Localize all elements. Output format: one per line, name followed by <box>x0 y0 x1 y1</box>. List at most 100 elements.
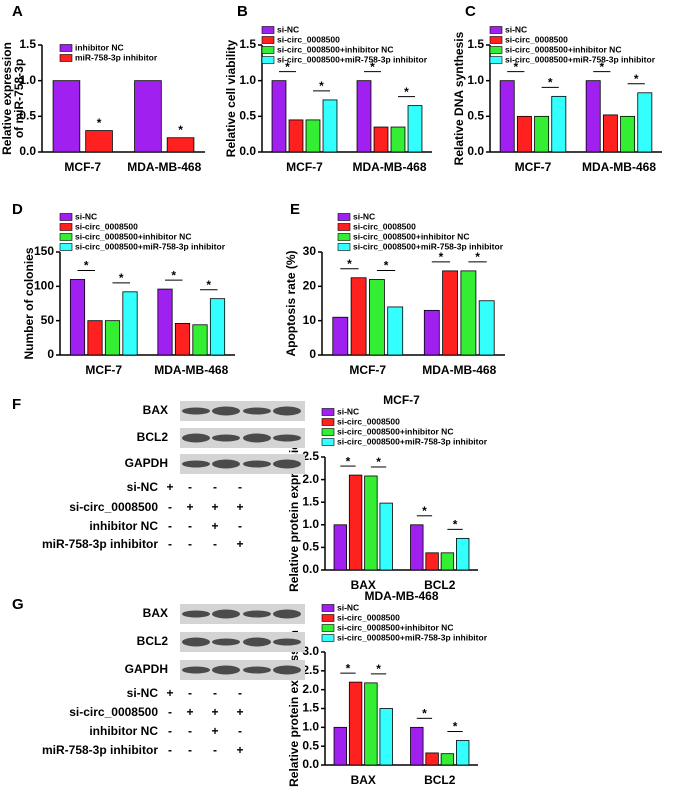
legend-label: miR-758-3p inhibitor <box>75 52 158 62</box>
y-tick-label: 2.0 <box>302 682 319 696</box>
x-tick-label: MCF-7 <box>85 363 122 377</box>
legend-label: si-NC <box>337 406 359 416</box>
significance-mark: * <box>439 250 444 264</box>
legend-label: si-circ_0008500+inhibitor NC <box>353 231 469 241</box>
bar <box>332 316 349 356</box>
y-tick-label: 10 <box>303 313 317 327</box>
bar <box>350 277 367 356</box>
y-tick-label: 1.5 <box>467 37 484 51</box>
significance-mark: * <box>376 662 381 676</box>
condition-sign: - <box>188 743 192 757</box>
legend-swatch <box>489 26 503 34</box>
legend-label: inhibitor NC <box>75 42 124 52</box>
condition-sign: - <box>213 537 217 551</box>
y-axis-label: Relative expression <box>0 42 14 155</box>
condition-sign: + <box>211 519 218 533</box>
bar <box>52 80 81 153</box>
y-tick-label: 0 <box>47 347 54 361</box>
condition-label: inhibitor NC <box>89 724 158 738</box>
legend-swatch <box>261 56 275 64</box>
bar <box>356 80 372 153</box>
band-label: GAPDH <box>125 662 168 676</box>
condition-sign: - <box>238 519 242 533</box>
y-tick-label: 2.5 <box>302 663 319 677</box>
significance-mark: * <box>319 79 324 93</box>
condition-sign: - <box>188 537 192 551</box>
blot-band <box>273 609 301 619</box>
legend-label: si-circ_0008500+miR-758-3p inhibitor <box>337 632 488 642</box>
y-tick-label: 150 <box>34 244 54 258</box>
significance-mark: * <box>599 60 604 74</box>
y-tick-label: 1.5 <box>302 494 319 508</box>
y-tick-label: 0.5 <box>467 109 484 123</box>
bar <box>379 502 393 571</box>
bar <box>407 105 423 153</box>
condition-sign: + <box>236 500 243 514</box>
legend-swatch <box>321 614 335 622</box>
condition-label: si-NC <box>127 686 159 700</box>
y-tick-label: 1.5 <box>19 37 36 51</box>
legend-swatch <box>321 408 335 416</box>
significance-mark: * <box>422 707 427 721</box>
bar <box>379 708 393 766</box>
bar <box>85 130 113 153</box>
legend-swatch <box>489 56 503 64</box>
y-axis-label: Number of colonies <box>22 247 36 359</box>
panel-label: G <box>12 596 24 613</box>
bar <box>460 270 477 356</box>
bar <box>166 137 195 153</box>
y-tick-label: 0.5 <box>302 738 319 752</box>
blot-band <box>212 609 240 619</box>
significance-mark: * <box>97 116 102 130</box>
band-label: BCL2 <box>137 430 169 444</box>
blot-band <box>182 407 210 415</box>
y-tick-label: 0.0 <box>19 144 36 158</box>
y-tick-label: 3.0 <box>302 644 319 658</box>
x-tick-label: MDA-MB-468 <box>127 160 201 174</box>
y-tick-label: 0.0 <box>467 144 484 158</box>
bar <box>387 306 404 356</box>
legend-label: si-circ_0008500 <box>353 221 416 231</box>
legend-swatch <box>489 36 503 44</box>
panel-label: D <box>12 201 23 218</box>
y-tick-label: 0.5 <box>239 109 256 123</box>
significance-mark: * <box>376 455 381 469</box>
condition-sign: - <box>238 686 242 700</box>
x-tick-label: BCL2 <box>424 578 456 592</box>
bar <box>585 80 601 153</box>
band-label: GAPDH <box>125 456 168 470</box>
y-axis-label: Relative protein expression <box>287 630 301 787</box>
legend-label: si-NC <box>353 211 375 221</box>
legend-label: si-circ_0008500+miR-758-3p inhibitor <box>75 241 226 251</box>
significance-mark: * <box>453 720 458 734</box>
y-tick-label: 0.5 <box>302 540 319 554</box>
bar <box>602 114 618 153</box>
legend-swatch <box>59 213 73 221</box>
legend-label: si-circ_0008500 <box>505 34 568 44</box>
legend-swatch <box>59 233 73 241</box>
blot-image <box>180 454 305 474</box>
y-axis-label: Apoptosis rate (%) <box>284 250 298 356</box>
y-tick-label: 30 <box>303 244 317 258</box>
bar <box>271 80 287 153</box>
bar <box>440 753 455 766</box>
legend-label: si-circ_0008500+miR-758-3p inhibitor <box>353 241 504 251</box>
y-tick-label: 100 <box>34 279 54 293</box>
legend-label: si-circ_0008500 <box>277 34 340 44</box>
legend-swatch <box>321 624 335 632</box>
legend-swatch <box>261 36 275 44</box>
bar <box>348 681 363 766</box>
condition-sign: - <box>213 686 217 700</box>
legend-swatch <box>321 634 335 642</box>
legend-swatch <box>489 46 503 54</box>
condition-sign: - <box>168 705 172 719</box>
significance-mark: * <box>206 278 211 292</box>
blot-image <box>180 428 305 448</box>
bar <box>69 279 86 356</box>
condition-sign: - <box>238 724 242 738</box>
y-tick-label: 1.0 <box>467 73 484 87</box>
legend-swatch <box>261 26 275 34</box>
legend-label: si-circ_0008500+inhibitor NC <box>337 622 453 632</box>
blot-band <box>212 459 240 469</box>
blot-image <box>180 604 305 624</box>
